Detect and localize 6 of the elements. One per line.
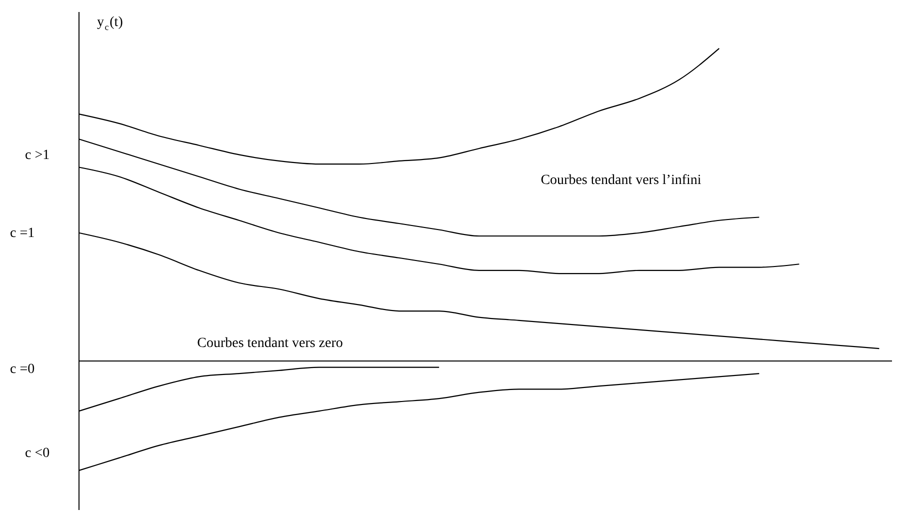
annotation: Courbes tendant vers zero xyxy=(197,336,343,351)
text: c =0 xyxy=(10,362,35,377)
text: c =1 xyxy=(10,226,35,241)
annotation: Courbes tendant vers l’infini xyxy=(540,173,702,188)
text: c >1 xyxy=(25,148,50,163)
text: c <0 xyxy=(25,446,50,461)
